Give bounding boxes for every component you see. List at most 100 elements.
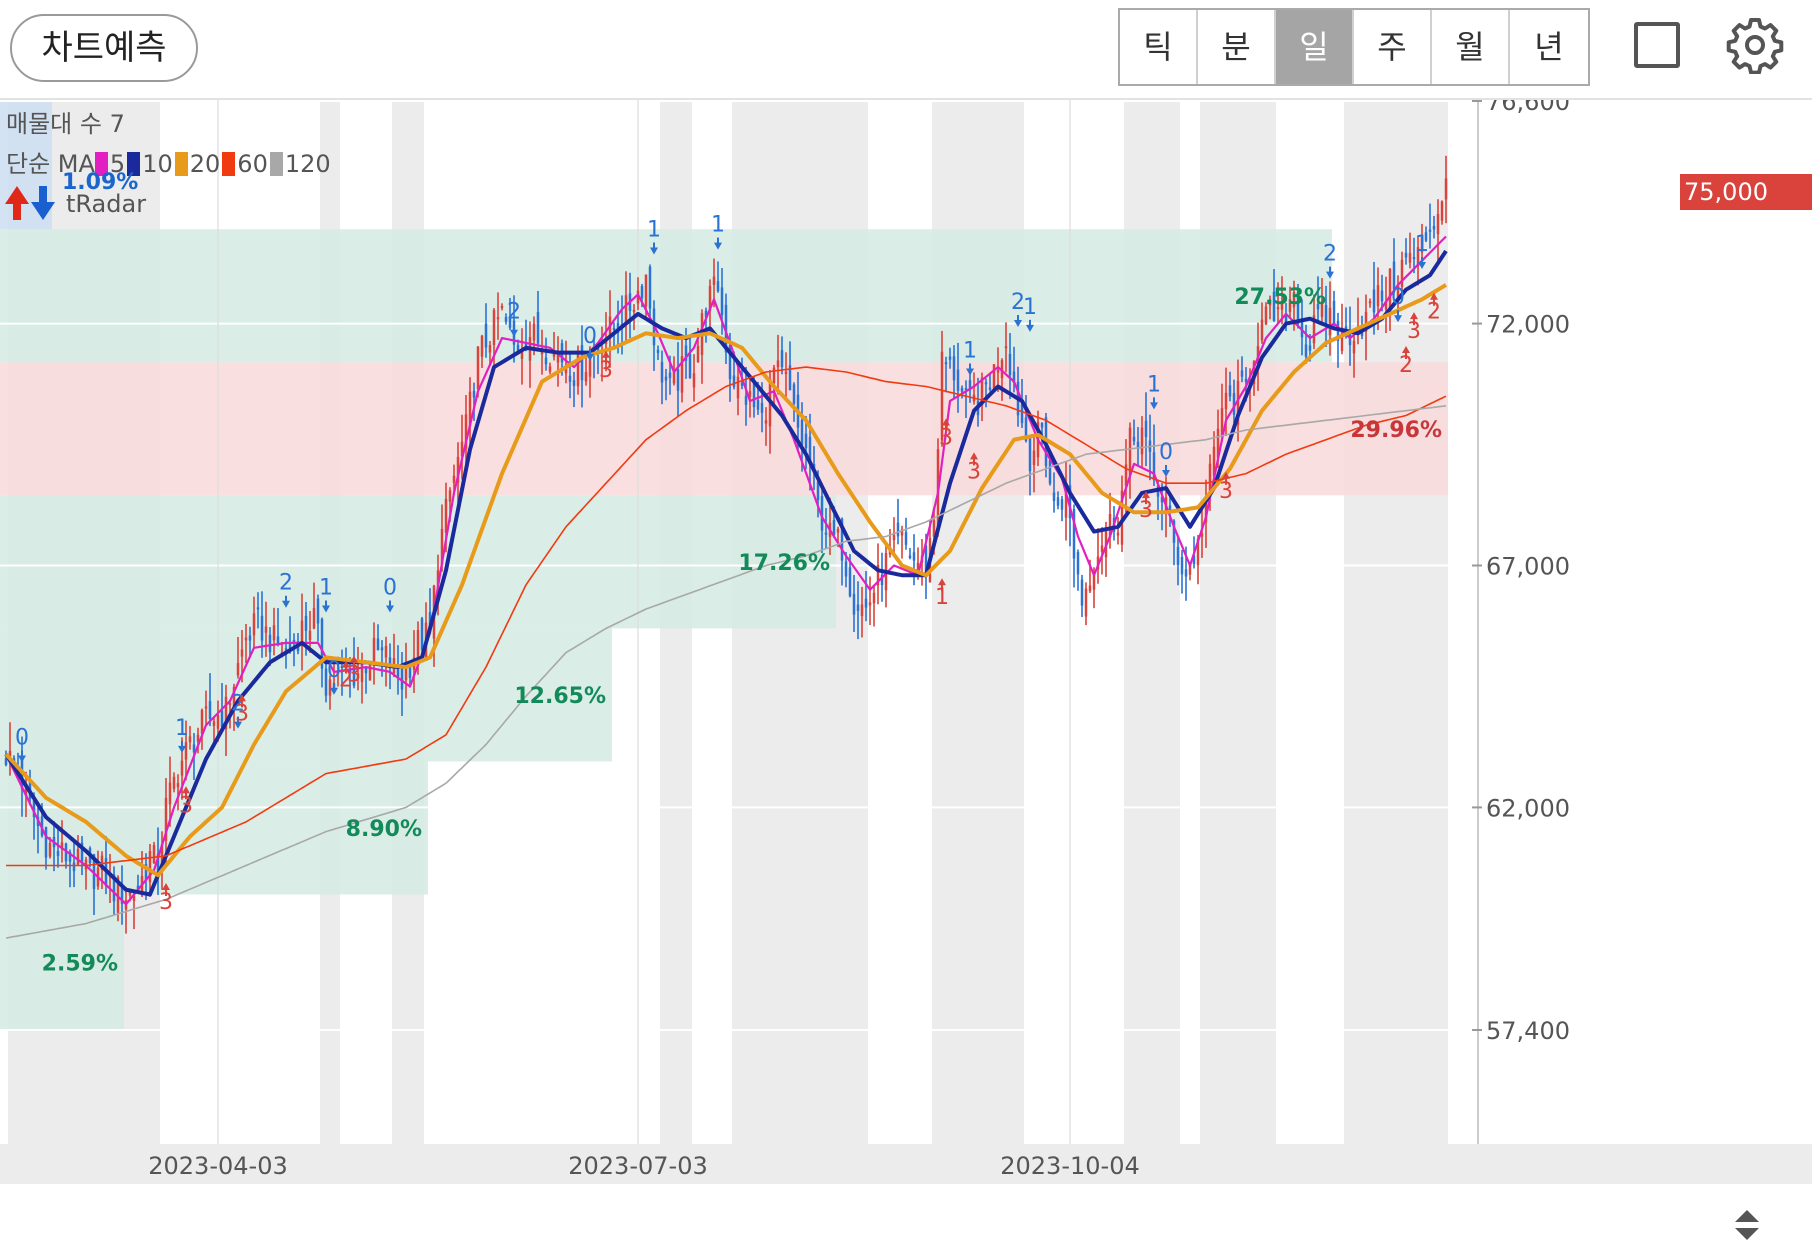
- x-tick-label-1: 2023-07-03: [568, 1152, 707, 1180]
- signal-label-11: 0: [383, 576, 397, 601]
- ma120-legend: 120: [269, 144, 331, 184]
- candle: [4, 750, 8, 767]
- candle: [252, 596, 256, 649]
- ma120-line: [5, 405, 1447, 939]
- chart-predict-button[interactable]: 차트예측: [10, 14, 198, 82]
- ma5-line: [5, 235, 1447, 906]
- candle: [716, 261, 720, 293]
- candle: [396, 645, 400, 695]
- signal-label-1: 1: [175, 716, 189, 741]
- signal-label-32: 2: [1427, 300, 1441, 325]
- ma20-label: 20: [189, 150, 221, 178]
- ma120-swatch: [269, 152, 283, 176]
- signal-label-21: 2: [1011, 290, 1025, 315]
- candle: [1400, 251, 1404, 293]
- period-year-button[interactable]: 년: [1534, 28, 1564, 66]
- signal-arrow-10: [350, 655, 358, 669]
- signal-label-19: 1: [963, 338, 977, 363]
- signal-arrow-23: [1150, 397, 1158, 410]
- candle: [624, 271, 628, 344]
- candle: [268, 627, 272, 667]
- period-tick-button[interactable]: 틱: [1120, 10, 1198, 84]
- signal-arrow-14: [602, 350, 610, 364]
- gear-icon[interactable]: [1726, 16, 1784, 74]
- candle: [1440, 200, 1444, 225]
- candle: [1100, 527, 1104, 575]
- volume-profile-band-3: [0, 495, 836, 629]
- candle: [468, 377, 472, 450]
- candle: [256, 592, 260, 629]
- candle: [568, 353, 572, 399]
- signal-arrow-17: [938, 578, 946, 592]
- volume-profile-pct-5: 27.53%: [1234, 285, 1326, 310]
- candle: [868, 576, 872, 626]
- fullscreen-square-icon[interactable]: [1634, 22, 1680, 68]
- signal-label-9: 2: [339, 667, 353, 692]
- candle: [384, 636, 388, 687]
- candle: [1432, 215, 1436, 239]
- candle: [912, 534, 916, 586]
- chart-legend: 매물대 수 7 단순 MA 5 10 20 60 120: [6, 104, 333, 184]
- candle: [1132, 419, 1136, 446]
- candle: [72, 840, 76, 888]
- candle: [820, 488, 824, 554]
- candle: [112, 866, 116, 915]
- shaded-period-8: [1344, 100, 1448, 1144]
- signal-arrow-20: [970, 452, 978, 466]
- candle: [1024, 395, 1028, 443]
- period-minute-button[interactable]: 분: [1198, 10, 1276, 84]
- signal-label-27: 2: [1323, 242, 1337, 267]
- candle: [248, 626, 252, 657]
- signal-label-3: 3: [159, 890, 173, 915]
- candle: [548, 362, 552, 375]
- candle: [780, 336, 784, 375]
- candle: [1060, 495, 1064, 522]
- candle: [60, 820, 64, 863]
- candle: [748, 377, 752, 418]
- candle: [676, 342, 680, 417]
- volume-profile-legend: 매물대 수 7: [6, 110, 125, 138]
- signal-label-26: 3: [1219, 479, 1233, 504]
- volume-profile-pct-1: 8.90%: [346, 817, 422, 842]
- candle: [960, 385, 964, 399]
- signal-arrow-2: [182, 786, 190, 800]
- candle: [1028, 434, 1032, 496]
- period-day-button[interactable]: 일: [1276, 10, 1354, 84]
- signal-label-8: 0: [327, 658, 341, 683]
- period-week-button[interactable]: 주: [1354, 10, 1432, 84]
- candle: [984, 378, 988, 408]
- signal-arrow-11: [386, 600, 394, 613]
- candle: [1428, 203, 1432, 249]
- signal-label-2: 3: [179, 793, 193, 818]
- candle: [1116, 516, 1120, 545]
- signal-label-5: 3: [235, 701, 249, 726]
- candle: [664, 368, 668, 401]
- signal-label-12: 2: [507, 300, 521, 325]
- candle: [220, 683, 224, 731]
- signal-arrow-24: [1162, 465, 1170, 478]
- candle: [736, 361, 740, 416]
- candle: [484, 303, 488, 358]
- candle: [364, 667, 368, 694]
- candle: [1380, 274, 1384, 312]
- candle: [1004, 322, 1008, 373]
- candle: [1444, 155, 1448, 224]
- resize-arrows-icon[interactable]: [1732, 1208, 1762, 1242]
- signal-label-15: 1: [647, 217, 661, 242]
- candle: [404, 642, 408, 699]
- period-month-button[interactable]: 월: [1432, 10, 1510, 84]
- candle: [1352, 330, 1356, 378]
- candle: [1160, 483, 1164, 531]
- candle: [688, 335, 692, 379]
- x-tick-label-0: 2023-04-03: [148, 1152, 287, 1180]
- candle: [1228, 371, 1232, 402]
- ma5-legend: 5: [94, 144, 125, 184]
- volume-profile-labels: 2.59% 8.90% 12.65% 17.26% 29.96% 27.53%: [42, 285, 1442, 977]
- candle: [244, 623, 248, 664]
- signal-label-18: 3: [939, 426, 953, 451]
- signal-label-24: 0: [1159, 440, 1173, 465]
- candle: [844, 551, 848, 588]
- ma10-legend: 10: [127, 144, 173, 184]
- radar-arrows-icon: [5, 186, 55, 220]
